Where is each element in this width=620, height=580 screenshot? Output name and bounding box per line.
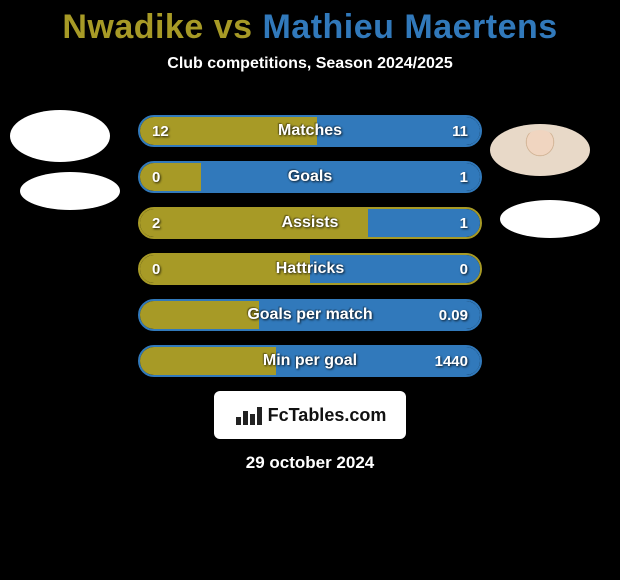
stat-label: Hattricks xyxy=(140,255,480,283)
stat-value-right: 1 xyxy=(460,163,468,191)
stat-row: Goals0 1 xyxy=(138,161,482,193)
stat-value-right: 11 xyxy=(452,117,468,145)
stat-value-left: 2 xyxy=(152,209,160,237)
stat-label: Goals xyxy=(140,163,480,191)
comparison-title: Nwadike vs Mathieu Maertens xyxy=(0,0,620,47)
stat-value-right: 1440 xyxy=(435,347,468,375)
stat-label: Min per goal xyxy=(140,347,480,375)
date-label: 29 october 2024 xyxy=(0,453,620,473)
player-right-name: Mathieu Maertens xyxy=(262,8,557,46)
player-right-avatar xyxy=(490,124,590,176)
player-left-avatar xyxy=(10,110,110,162)
stat-row: Assists2 1 xyxy=(138,207,482,239)
stat-label: Assists xyxy=(140,209,480,237)
player-left-name: Nwadike xyxy=(62,8,203,46)
stat-value-right: 0 xyxy=(460,255,468,283)
stat-row: Hattricks0 0 xyxy=(138,253,482,285)
stat-value-right: 0.09 xyxy=(439,301,468,329)
stat-value-left: 12 xyxy=(152,117,169,145)
player-right-club-logo xyxy=(500,200,600,238)
stat-value-left: 0 xyxy=(152,255,160,283)
brand-badge: FcTables.com xyxy=(214,391,406,439)
brand-text: FcTables.com xyxy=(268,405,387,426)
stat-label: Matches xyxy=(140,117,480,145)
stat-row: Goals per match0.09 xyxy=(138,299,482,331)
brand-bars-icon xyxy=(234,405,262,425)
stat-row: Matches12 11 xyxy=(138,115,482,147)
vs-separator: vs xyxy=(204,8,263,46)
player-left-club-logo xyxy=(20,172,120,210)
stat-label: Goals per match xyxy=(140,301,480,329)
stat-value-left: 0 xyxy=(152,163,160,191)
stat-value-right: 1 xyxy=(460,209,468,237)
subtitle: Club competitions, Season 2024/2025 xyxy=(0,55,620,73)
stat-row: Min per goal1440 xyxy=(138,345,482,377)
